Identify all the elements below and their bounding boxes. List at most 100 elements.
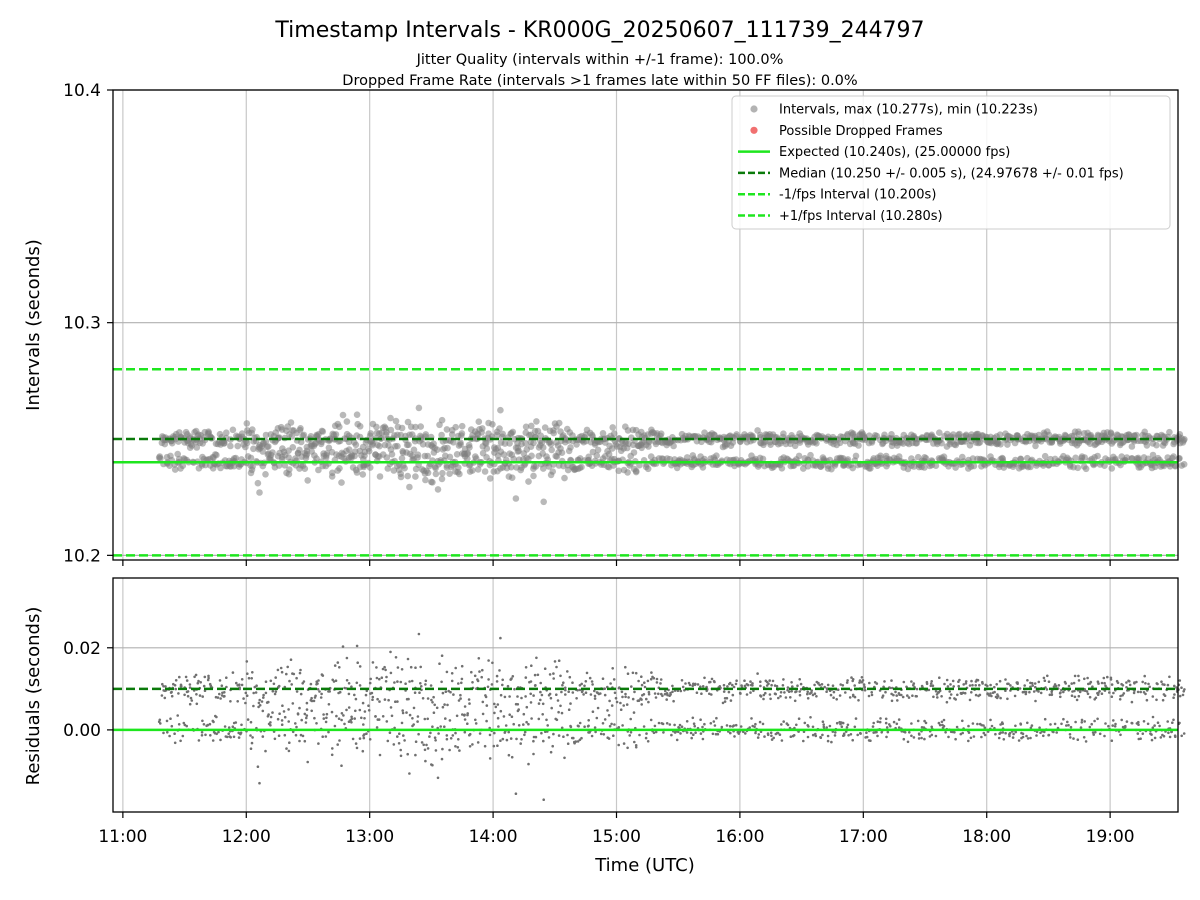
residual-point: [673, 723, 676, 727]
residual-point: [183, 693, 186, 697]
residual-point: [1133, 681, 1136, 684]
residual-point: [350, 715, 353, 719]
residual-point: [846, 723, 850, 727]
interval-point: [313, 455, 320, 462]
residual-point: [563, 756, 566, 760]
residual-point: [1092, 733, 1095, 736]
residual-point: [653, 724, 657, 728]
residual-point: [841, 684, 845, 687]
residual-point: [470, 670, 473, 674]
residual-point: [701, 685, 705, 688]
residual-point: [399, 748, 403, 752]
residual-point: [1054, 684, 1058, 688]
residual-point: [550, 706, 553, 710]
residual-point: [1019, 723, 1023, 726]
residual-point: [640, 675, 643, 678]
interval-point: [401, 464, 408, 472]
residual-point: [499, 709, 503, 713]
interval-point: [1045, 431, 1053, 439]
residual-point: [810, 689, 813, 692]
interval-point: [540, 465, 547, 472]
residual-point: [393, 726, 396, 730]
residual-point: [613, 691, 617, 695]
residual-point: [954, 737, 957, 741]
residual-point: [532, 735, 536, 739]
residual-point: [274, 690, 278, 693]
residual-point: [502, 715, 506, 718]
residual-point: [777, 696, 780, 700]
residual-point: [1014, 724, 1017, 728]
residual-point: [249, 734, 252, 737]
residual-point: [826, 739, 830, 743]
residual-point: [948, 696, 952, 700]
residual-point: [441, 705, 445, 709]
residual-point: [853, 684, 856, 687]
residual-point: [886, 730, 890, 734]
residual-point: [591, 710, 595, 713]
interval-point: [262, 471, 269, 478]
residual-point: [679, 689, 683, 693]
legend-marker: [750, 105, 758, 113]
y-tick-label: 0.00: [63, 721, 101, 741]
residual-point: [732, 685, 736, 689]
residual-point: [848, 696, 852, 699]
residual-point: [587, 719, 590, 722]
residual-point: [1143, 674, 1146, 678]
residual-point: [525, 720, 528, 724]
residual-point: [583, 725, 586, 728]
residual-point: [1183, 688, 1186, 691]
residual-point: [374, 715, 377, 718]
residual-point: [1052, 685, 1056, 688]
interval-point: [422, 431, 430, 438]
residual-point: [1149, 732, 1152, 735]
residual-point: [179, 739, 182, 743]
interval-point: [512, 495, 520, 502]
residual-point: [786, 686, 790, 689]
residual-point: [420, 741, 424, 744]
residual-point: [956, 693, 959, 697]
residual-point: [1037, 680, 1041, 684]
residual-point: [894, 690, 897, 694]
residual-point: [652, 731, 656, 735]
residual-point: [516, 695, 519, 698]
residual-point: [454, 666, 458, 670]
residual-point: [722, 683, 726, 687]
residual-point: [545, 718, 548, 722]
residual-point: [539, 698, 542, 702]
residual-point: [363, 733, 366, 736]
residual-point: [666, 693, 669, 697]
x-tick-label: 14:00: [469, 827, 518, 847]
residual-point: [1068, 733, 1072, 736]
residual-point: [569, 725, 573, 729]
residual-point: [601, 677, 605, 680]
residual-point: [452, 693, 455, 696]
residual-point: [851, 693, 855, 697]
interval-point: [452, 423, 460, 431]
residual-point: [897, 718, 901, 721]
residual-point: [860, 680, 864, 684]
residual-point: [1162, 734, 1166, 738]
residual-point: [245, 694, 249, 697]
intervals-y-ticks: 10.210.310.4: [63, 81, 113, 566]
residual-point: [884, 717, 888, 721]
residual-point: [207, 676, 210, 680]
residual-point: [1073, 689, 1076, 693]
residual-point: [208, 722, 212, 726]
residual-point: [288, 741, 291, 744]
residual-point: [218, 692, 221, 696]
residual-point: [369, 677, 373, 681]
residual-point: [1142, 720, 1146, 723]
interval-point: [254, 479, 262, 487]
residual-point: [924, 721, 928, 725]
interval-point: [507, 463, 515, 471]
residual-point: [811, 725, 815, 729]
interval-point: [501, 440, 509, 447]
residual-point: [954, 698, 957, 701]
residual-point: [444, 690, 448, 693]
residual-point: [902, 737, 906, 741]
residual-point: [401, 711, 405, 715]
residual-point: [516, 703, 520, 706]
residual-point: [1120, 718, 1123, 722]
residual-point: [988, 694, 991, 697]
